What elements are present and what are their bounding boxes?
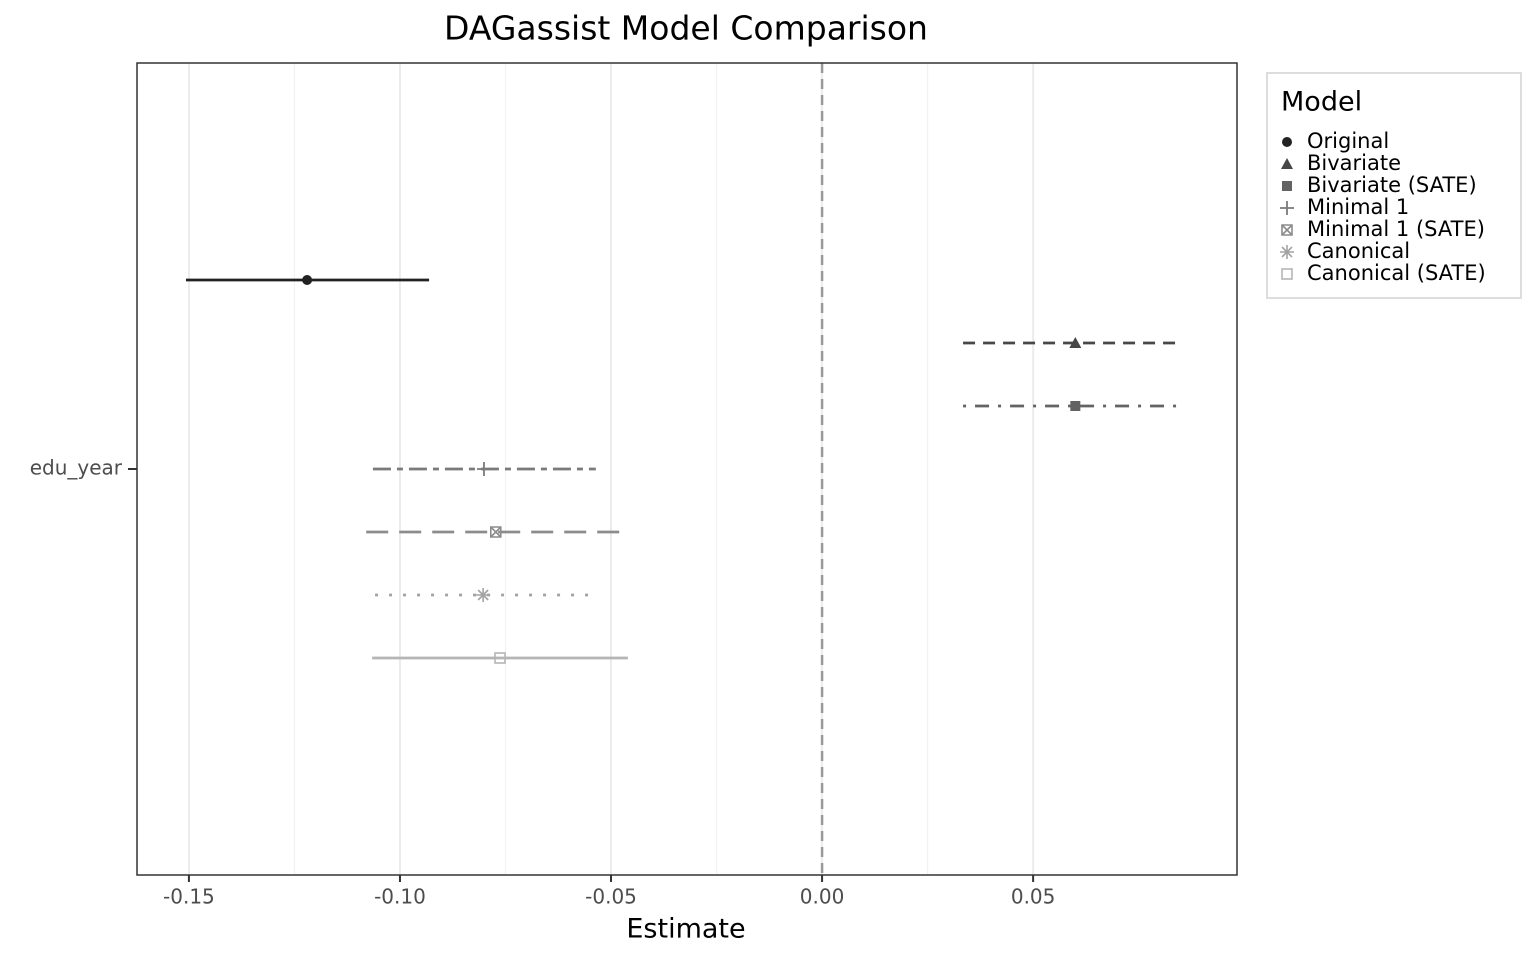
legend-box [1266,72,1522,299]
point [476,588,491,602]
point [489,526,502,538]
x-axis-label: Estimate [626,914,745,945]
point [1280,201,1294,215]
x-tick-label: -0.15 [163,885,215,909]
point [1282,181,1292,191]
legend-key [1281,158,1293,169]
point [1281,224,1293,236]
point [1281,158,1293,169]
legend-label: Original [1307,129,1389,153]
legend-label: Canonical [1307,239,1410,263]
legend-label: Minimal 1 (SATE) [1307,217,1485,241]
legend-label: Canonical (SATE) [1307,261,1486,285]
legend-label: Minimal 1 [1307,195,1409,219]
x-tick-label: -0.05 [585,885,637,909]
x-tick-label: 0.05 [1011,885,1056,909]
legend-key [1282,137,1292,147]
legend-key [1281,268,1293,280]
x-tick-label: 0.00 [800,885,845,909]
legend-label: Bivariate [1307,151,1401,175]
point [494,652,506,664]
point [1069,337,1082,348]
legend-key [1281,224,1293,236]
legend-title: Model [1281,87,1362,118]
legend-key [1280,201,1294,215]
point [1070,401,1081,411]
chart-title: DAGassist Model Comparison [444,9,928,48]
point [302,275,313,285]
x-tick-label: -0.10 [374,885,426,909]
legend-key [1280,245,1294,259]
legend-label: Bivariate (SATE) [1307,173,1477,197]
plot-background [137,63,1237,875]
point [1282,137,1292,147]
y-tick-label: edu_year [30,456,123,480]
plot-border [136,62,1238,876]
point [1280,245,1294,259]
point [1281,268,1293,280]
point [476,462,491,476]
legend-key [1282,181,1292,191]
